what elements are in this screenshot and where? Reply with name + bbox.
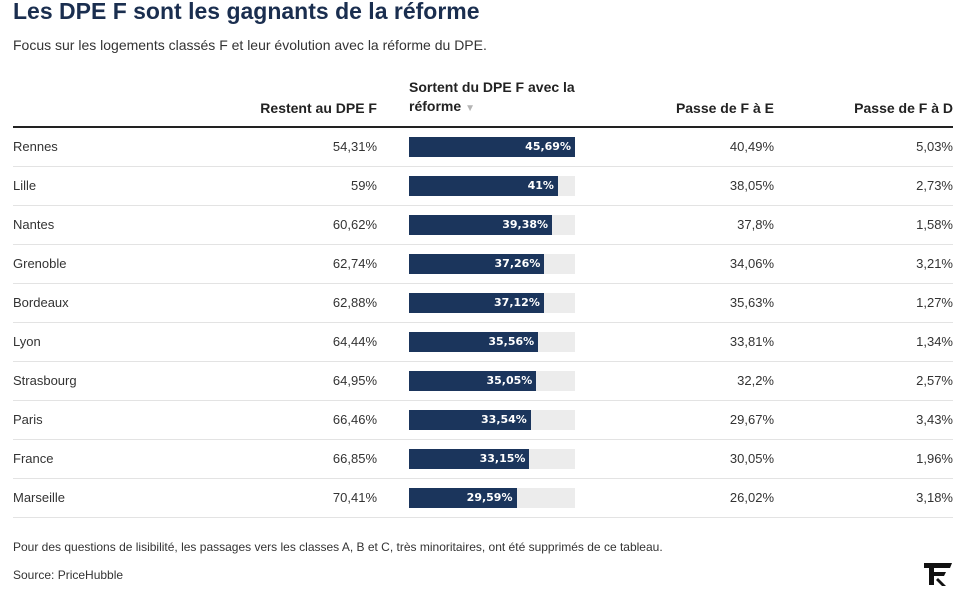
bar-label: 37,26% [494,257,541,270]
bar: 37,12% [409,293,544,313]
table-row: France 66,85% 33,15% 30,05% 1,96% [13,440,953,479]
restent-cell: 66,46% [332,412,377,427]
table-row: Strasbourg 64,95% 35,05% 32,2% 2,57% [13,362,953,401]
passe-e-cell: 34,06% [729,256,774,271]
passe-d-cell: 3,43% [916,412,953,427]
passe-e-cell: 35,63% [729,295,774,310]
city-cell: Paris [13,412,43,427]
restent-cell: 64,44% [332,334,377,349]
city-cell: Grenoble [13,256,67,271]
bar-track: 35,05% [409,371,575,391]
bar-track: 39,38% [409,215,575,235]
table-row: Rennes 54,31% 45,69% 40,49% 5,03% [13,128,953,167]
bar-label: 41% [527,179,554,192]
chart-title: Les DPE F sont les gagnants de la réform… [13,0,480,24]
bar-track: 37,12% [409,293,575,313]
passe-e-cell: 26,02% [729,490,774,505]
bar-track: 45,69% [409,137,575,157]
passe-e-cell: 38,05% [729,178,774,193]
passe-d-cell: 2,57% [916,373,953,388]
bar: 33,15% [409,449,530,469]
passe-e-cell: 37,8% [737,217,774,232]
restent-cell: 62,88% [332,295,377,310]
bar: 35,56% [409,332,539,352]
table-row: Marseille 70,41% 29,59% 26,02% 3,18% [13,479,953,518]
column-header-restent[interactable]: Restent au DPE F [260,100,377,116]
table-header: Restent au DPE F Sortent du DPE F avec l… [13,78,953,128]
city-cell: Strasbourg [13,373,77,388]
restent-cell: 62,74% [332,256,377,271]
city-cell: Bordeaux [13,295,69,310]
column-header-sortent[interactable]: Sortent du DPE F avec la réforme ▼ [409,78,589,118]
restent-cell: 54,31% [332,139,377,154]
passe-e-cell: 29,67% [729,412,774,427]
table-row: Bordeaux 62,88% 37,12% 35,63% 1,27% [13,284,953,323]
restent-cell: 64,95% [332,373,377,388]
passe-d-cell: 3,21% [916,256,953,271]
bar: 35,05% [409,371,537,391]
city-cell: Rennes [13,139,58,154]
bar-track: 33,15% [409,449,575,469]
sort-desc-icon[interactable]: ▼ [465,103,476,114]
bar-label: 35,56% [488,335,535,348]
passe-d-cell: 1,96% [916,451,953,466]
city-cell: Lyon [13,334,41,349]
restent-cell: 59% [350,178,377,193]
passe-d-cell: 1,27% [916,295,953,310]
table-row: Grenoble 62,74% 37,26% 34,06% 3,21% [13,245,953,284]
bar-label: 37,12% [494,296,540,309]
passe-e-cell: 33,81% [729,334,774,349]
restent-cell: 60,62% [332,217,377,232]
chart-subtitle: Focus sur les logements classés F et leu… [13,37,487,53]
passe-e-cell: 32,2% [737,373,774,388]
passe-d-cell: 2,73% [916,178,953,193]
table-row: Paris 66,46% 33,54% 29,67% 3,43% [13,401,953,440]
passe-d-cell: 5,03% [916,139,953,154]
bar-track: 29,59% [409,488,575,508]
column-header-passe-e[interactable]: Passe de F à E [675,100,774,116]
column-header-sortent-label: Sortent du DPE F avec la réforme [409,79,575,114]
city-cell: Nantes [13,217,55,232]
bar-track: 33,54% [409,410,575,430]
restent-cell: 70,41% [332,490,377,505]
city-cell: Marseille [13,490,66,505]
table-body: Rennes 54,31% 45,69% 40,49% 5,03% Lille 59% 41%… [13,128,953,518]
table-row: Lyon 64,44% 35,56% 33,81% 1,34% [13,323,953,362]
passe-d-cell: 1,34% [916,334,953,349]
bar-track: 35,56% [409,332,575,352]
bar-track: 37,26% [409,254,575,274]
bar-label: 29,59% [466,491,513,504]
le-figaro-logo-icon [924,563,952,586]
bar: 37,26% [409,254,545,274]
table-row: Nantes 60,62% 39,38% 37,8% 1,58% [13,206,953,245]
column-header-passe-d[interactable]: Passe de F à D [854,100,953,116]
city-cell: Lille [13,178,37,193]
table-row: Lille 59% 41% 38,05% 2,73% [13,167,953,206]
bar: 45,69% [409,137,575,157]
bar: 33,54% [409,410,531,430]
passe-e-cell: 30,05% [729,451,774,466]
source-line: Source: PriceHubble [13,568,124,582]
restent-cell: 66,85% [332,451,377,466]
passe-e-cell: 40,49% [729,139,774,154]
passe-d-cell: 1,58% [916,217,953,232]
bar-label: 33,15% [479,452,526,465]
passe-d-cell: 3,18% [916,490,953,505]
bar: 29,59% [409,488,517,508]
footnote: Pour des questions de lisibilité, les pa… [13,540,663,554]
bar-track: 41% [409,176,575,196]
bar-label: 45,69% [525,140,571,153]
bar-label: 39,38% [502,218,549,231]
bar: 41% [409,176,558,196]
bar-label: 35,05% [486,374,533,387]
city-cell: France [13,451,54,466]
bar-label: 33,54% [481,413,527,426]
bar: 39,38% [409,215,553,235]
